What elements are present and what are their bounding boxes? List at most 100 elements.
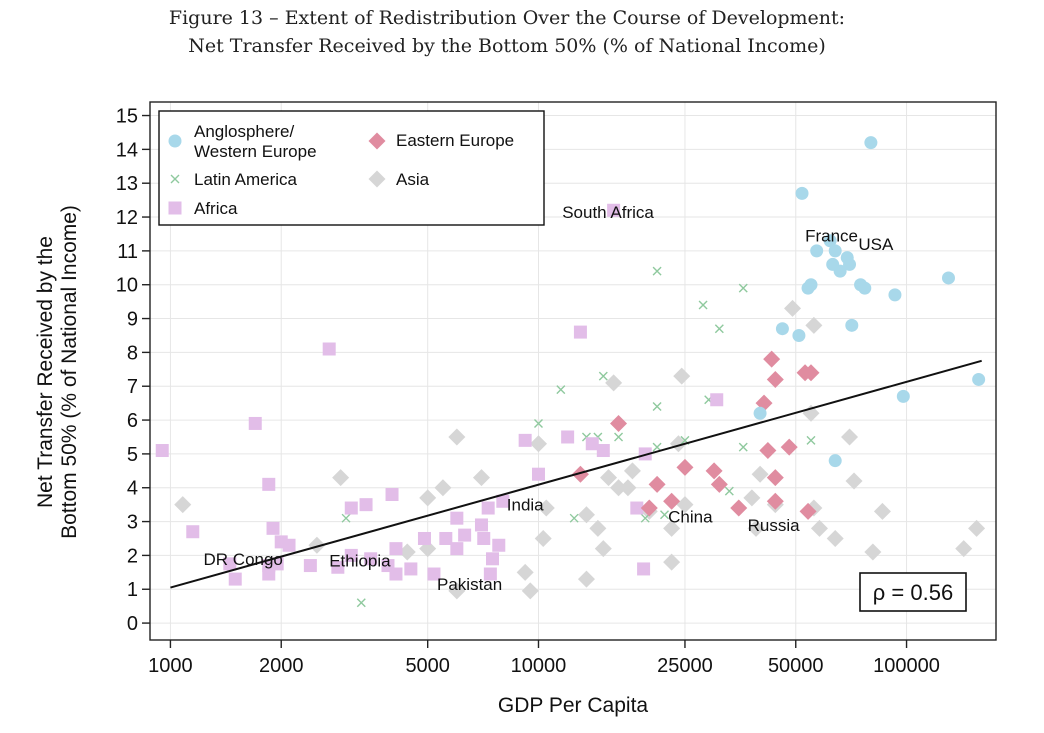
- legend-markers: [168, 132, 386, 215]
- point-eastern: [799, 502, 817, 520]
- point-eastern: [763, 350, 781, 368]
- point-anglosphere: [864, 136, 878, 150]
- point-africa: [518, 433, 532, 447]
- point-asia: [534, 529, 552, 547]
- point-asia: [537, 499, 555, 517]
- point-anglosphere: [828, 244, 842, 258]
- point-asia: [174, 496, 192, 514]
- point-eastern: [676, 458, 694, 476]
- point-asia: [873, 502, 891, 520]
- point-asia: [747, 519, 765, 537]
- point-asia: [619, 479, 637, 497]
- y-tick-label: 11: [117, 241, 138, 263]
- point-asia: [669, 435, 687, 453]
- point-africa: [637, 562, 651, 576]
- annotation-ethiopia: Ethiopia: [329, 551, 391, 570]
- point-africa: [389, 542, 403, 556]
- annotation-china: China: [668, 507, 713, 526]
- point-africa: [427, 567, 441, 581]
- fit-line: [170, 359, 982, 589]
- y-tick-label: 2: [127, 545, 138, 567]
- point-africa: [596, 444, 610, 458]
- point-africa: [561, 430, 575, 444]
- point-anglosphere: [775, 322, 789, 336]
- point-asia: [864, 543, 882, 561]
- y-tick-label: 3: [127, 512, 138, 534]
- point-africa: [474, 518, 488, 532]
- y-tick-label: 5: [127, 444, 138, 466]
- point-anglosphere: [833, 264, 847, 278]
- legend-marker-eastern: [368, 132, 386, 150]
- point-anglosphere: [810, 244, 824, 258]
- annotation-france: France: [805, 227, 858, 246]
- point-anglosphere: [823, 234, 837, 248]
- point-asia: [308, 536, 326, 554]
- point-asia: [663, 519, 681, 537]
- point-eastern: [571, 465, 589, 483]
- point-africa: [492, 538, 506, 552]
- x-tick-label: 1000: [148, 655, 193, 677]
- point-eastern: [759, 442, 777, 460]
- point-africa: [248, 416, 262, 430]
- y-tick-label: 13: [116, 173, 138, 195]
- point-eastern: [766, 469, 784, 487]
- point-latam: [698, 300, 708, 310]
- point-africa: [417, 531, 431, 545]
- country-annotations: South Africa France USA India China Russia DR …: [204, 203, 895, 594]
- point-africa: [483, 567, 497, 581]
- point-latam: [533, 418, 543, 428]
- point-asia: [605, 374, 623, 392]
- point-africa: [385, 488, 399, 502]
- point-africa: [450, 511, 464, 525]
- x-tick-label: 10000: [511, 655, 567, 677]
- annotation-pakistan: Pakistan: [437, 575, 502, 594]
- point-eastern: [766, 492, 784, 510]
- legend-label-anglosphere-line2: Western Europe: [194, 142, 317, 161]
- point-africa: [303, 559, 317, 573]
- point-asia: [589, 519, 607, 537]
- point-africa: [439, 531, 453, 545]
- point-anglosphere: [801, 281, 815, 295]
- point-asia: [529, 435, 547, 453]
- point-eastern: [780, 438, 798, 456]
- point-latam: [724, 486, 734, 496]
- point-africa: [481, 501, 495, 515]
- annotation-russia: Russia: [748, 516, 801, 535]
- x-tick-label: 100000: [873, 655, 940, 677]
- point-latam: [614, 432, 624, 442]
- annotation-dr-congo: DR Congo: [204, 550, 283, 569]
- point-africa: [270, 557, 284, 571]
- point-eastern: [640, 499, 658, 517]
- point-africa: [477, 531, 491, 545]
- point-anglosphere: [843, 257, 857, 271]
- point-anglosphere: [858, 281, 872, 295]
- point-latam: [598, 371, 608, 381]
- point-latam: [356, 598, 366, 608]
- figure-title: Figure 13 – Extent of Redistribution Ove…: [0, 4, 1014, 60]
- y-tick-label: 0: [127, 613, 138, 635]
- correlation-frame: [859, 572, 967, 612]
- y-axis-title-line1: Net Transfer Received by the: [34, 236, 57, 508]
- x-axis-title: GDP Per Capita: [498, 694, 648, 717]
- y-tick-label: 15: [116, 106, 138, 128]
- point-africa: [404, 562, 418, 576]
- point-asia: [784, 299, 802, 317]
- point-anglosphere: [845, 318, 859, 332]
- point-africa: [710, 393, 724, 407]
- point-anglosphere: [972, 372, 986, 386]
- point-asia: [332, 469, 350, 487]
- point-africa: [155, 444, 169, 458]
- point-eastern: [663, 492, 681, 510]
- point-asia: [805, 316, 823, 334]
- legend-box: [158, 110, 545, 226]
- point-asia: [968, 519, 986, 537]
- y-tick-label: 4: [127, 478, 138, 500]
- point-asia: [448, 582, 466, 600]
- point-asia: [841, 428, 859, 446]
- point-asia: [810, 519, 828, 537]
- point-eastern: [705, 462, 723, 480]
- y-tick-label: 12: [116, 207, 138, 229]
- point-asia: [516, 563, 534, 581]
- point-latam: [640, 513, 650, 523]
